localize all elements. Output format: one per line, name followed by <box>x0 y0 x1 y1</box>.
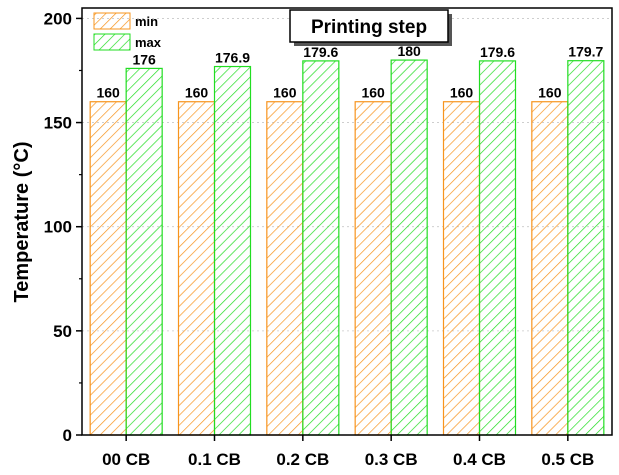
bar-max-0 <box>125 67 163 436</box>
bar-max-4 <box>478 60 517 436</box>
bars <box>89 59 605 436</box>
bar-max-5 <box>567 60 605 436</box>
legend-swatch-max <box>93 33 131 51</box>
data-label-max-2: 179.6 <box>303 44 338 60</box>
x-tick-label: 0.3 CB <box>365 450 418 469</box>
bar-max-2 <box>302 60 340 436</box>
bar-min-4 <box>442 101 481 436</box>
x-tick-label: 0.5 CB <box>541 450 594 469</box>
bar-min-0 <box>89 101 127 436</box>
chart-title-box: Printing step <box>289 9 452 46</box>
legend-label-max: max <box>135 35 162 50</box>
x-axis: 00 CB 0.1 CB 0.2 CB 0.3 CB 0.4 CB 0.5 CB <box>102 435 594 469</box>
legend-label-min: min <box>135 14 158 29</box>
bar-min-3 <box>354 101 392 436</box>
chart-title: Printing step <box>311 17 427 38</box>
y-tick-label: 50 <box>53 322 72 341</box>
data-label-max-0: 176 <box>132 51 156 67</box>
legend: min max <box>93 12 162 51</box>
x-tick-label: 0.4 CB <box>453 450 506 469</box>
x-tick-label: 00 CB <box>102 450 150 469</box>
data-label-min-4: 160 <box>450 85 474 101</box>
data-labels: 160 176 160 176.9 160 179.6 160 180 160 179.6 160 1… <box>96 43 603 101</box>
bar-min-2 <box>266 101 304 436</box>
y-axis-title: Temperature (°C) <box>11 142 33 303</box>
bar-max-1 <box>213 65 252 436</box>
y-tick-label: 150 <box>44 114 72 133</box>
bar-max-3 <box>390 59 428 436</box>
y-tick-label: 100 <box>44 218 72 237</box>
x-tick-label: 0.2 CB <box>276 450 329 469</box>
legend-swatch-min <box>93 12 131 30</box>
data-label-max-4: 179.6 <box>480 44 515 60</box>
data-label-min-0: 160 <box>96 85 120 101</box>
x-tick-label: 0.1 CB <box>188 450 241 469</box>
data-label-min-3: 160 <box>361 85 385 101</box>
y-axis: 0 50 100 150 200 <box>44 9 82 445</box>
data-label-max-5: 179.7 <box>568 44 603 60</box>
title-box <box>289 9 449 43</box>
y-tick-label: 200 <box>44 9 72 28</box>
data-label-min-1: 160 <box>185 85 209 101</box>
bar-min-5 <box>531 101 569 436</box>
data-label-max-1: 176.9 <box>215 50 250 66</box>
y-tick-label: 0 <box>63 426 72 445</box>
data-label-max-3: 180 <box>397 43 421 59</box>
data-label-min-5: 160 <box>538 85 562 101</box>
plot-frame <box>81 7 613 436</box>
data-label-min-2: 160 <box>273 85 297 101</box>
bar-min-1 <box>177 101 216 436</box>
